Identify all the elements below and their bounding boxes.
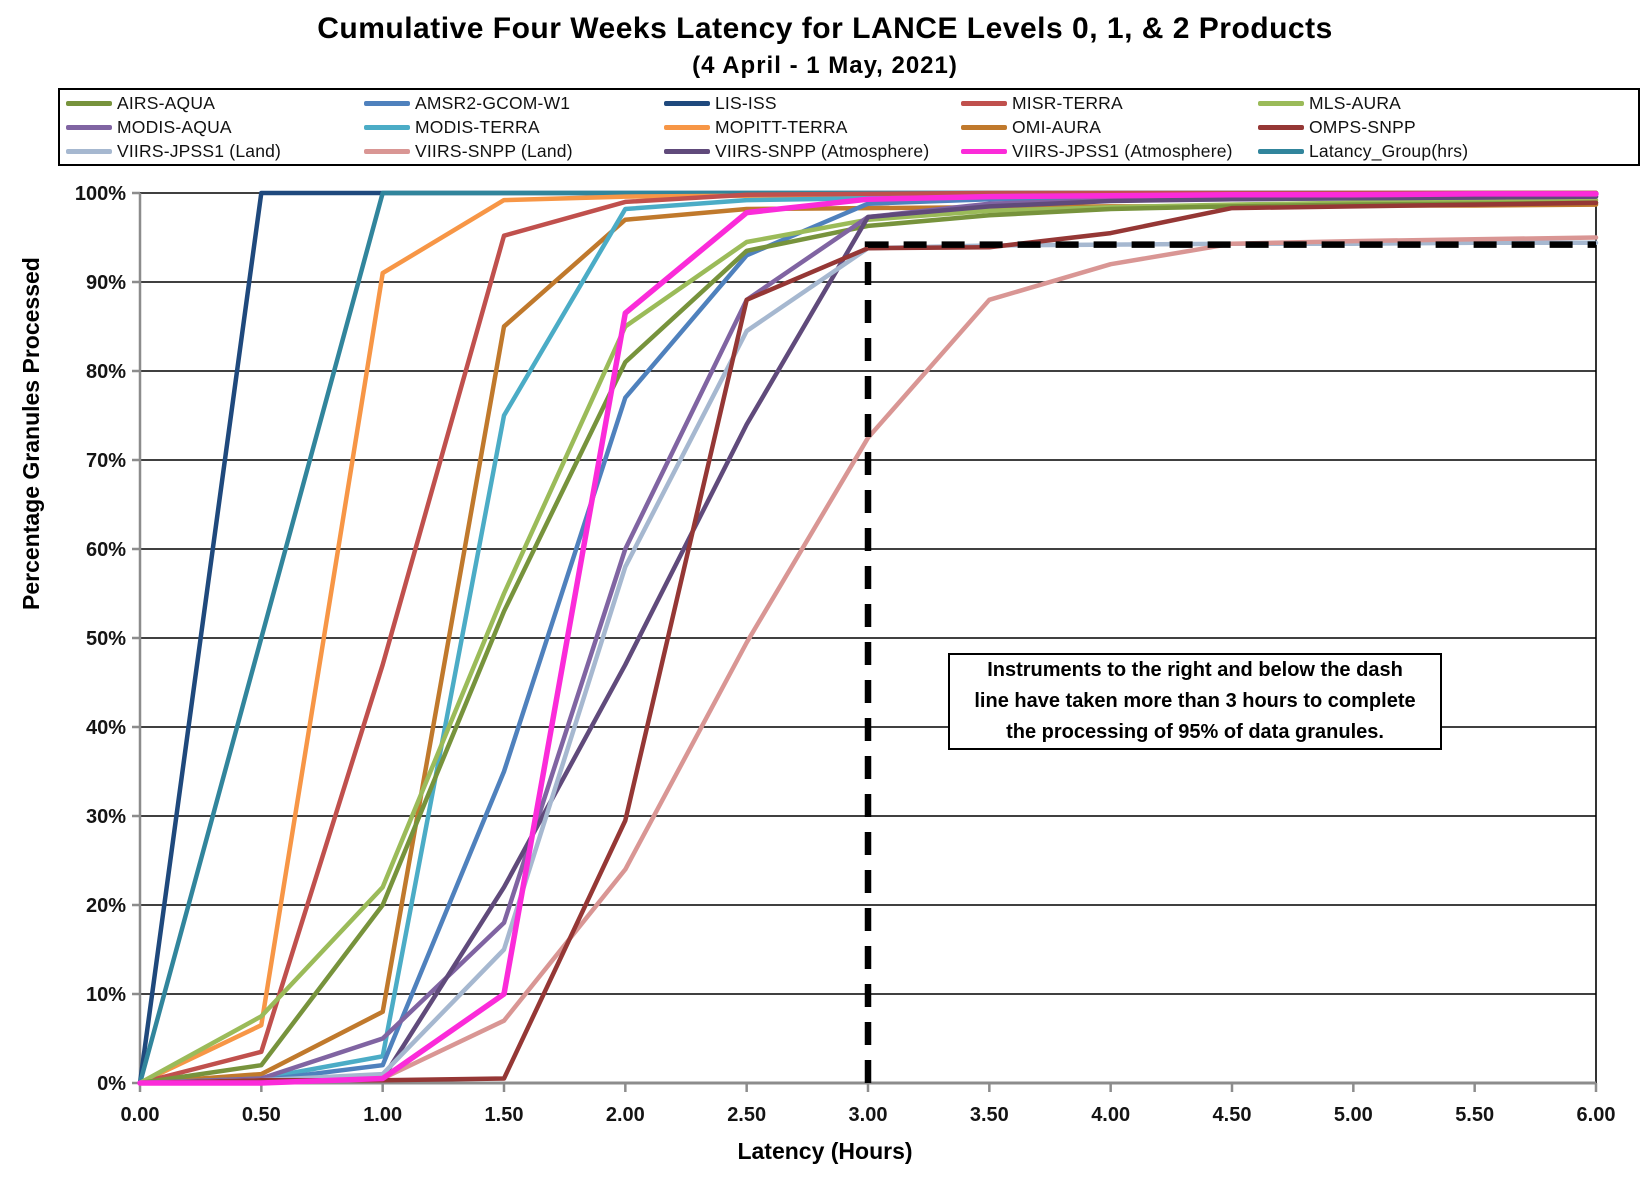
legend-swatch-icon (364, 100, 410, 106)
y-tick-label: 10% (86, 984, 126, 1006)
legend-label: VIIRS-JPSS1 (Atmosphere) (1012, 140, 1233, 161)
legend-item: MOPITT-TERRA (664, 117, 961, 138)
legend-item: AMSR2-GCOM-W1 (364, 93, 664, 114)
legend-label: VIIRS-SNPP (Land) (415, 140, 573, 161)
legend-label: MLS-AURA (1309, 92, 1402, 113)
legend-item: Latancy_Group(hrs) (1258, 141, 1638, 162)
y-tick-label: 60% (86, 539, 126, 561)
annotation-line-3: the processing of 95% of data granules. (1006, 721, 1384, 743)
x-tick-label: 4.50 (1213, 1104, 1252, 1126)
legend-item: VIIRS-SNPP (Atmosphere) (664, 141, 961, 162)
legend-swatch-icon (66, 124, 112, 130)
legend-item: OMI-AURA (961, 117, 1258, 138)
legend-swatch-icon (66, 100, 112, 106)
legend-swatch-icon (364, 148, 410, 154)
legend-label: VIIRS-JPSS1 (Land) (117, 140, 282, 161)
x-tick-label: 1.50 (485, 1104, 524, 1126)
legend-item: MLS-AURA (1258, 93, 1638, 114)
y-tick-label: 50% (86, 628, 126, 650)
y-tick-label: 20% (86, 895, 126, 917)
x-tick-label: 0.50 (242, 1104, 281, 1126)
x-tick-label: 2.50 (727, 1104, 766, 1126)
x-tick-label: 5.50 (1455, 1104, 1494, 1126)
legend-item: VIIRS-SNPP (Land) (364, 141, 664, 162)
x-tick-label: 6.00 (1577, 1104, 1616, 1126)
legend-label: LIS-ISS (715, 92, 777, 113)
x-tick-label: 3.00 (849, 1104, 888, 1126)
legend-swatch-icon (1258, 124, 1304, 130)
legend-label: AMSR2-GCOM-W1 (415, 92, 571, 113)
y-tick-label: 40% (86, 717, 126, 739)
annotation-line-1: Instruments to the right and below the d… (987, 659, 1403, 681)
x-tick-label: 0.00 (121, 1104, 160, 1126)
legend-label: MISR-TERRA (1012, 92, 1123, 113)
legend-swatch-icon (664, 100, 710, 106)
y-tick-label: 90% (86, 272, 126, 294)
y-tick-label: 30% (86, 806, 126, 828)
legend-swatch-icon (664, 124, 710, 130)
series-line (137, 191, 1599, 1086)
x-tick-label: 5.00 (1334, 1104, 1373, 1126)
legend-label: OMI-AURA (1012, 116, 1102, 137)
legend-item: MODIS-AQUA (66, 117, 364, 138)
legend-label: MODIS-AQUA (117, 116, 232, 137)
x-tick-label: 4.00 (1091, 1104, 1130, 1126)
threshold-dashed-line (864, 241, 1596, 1083)
legend-swatch-icon (961, 148, 1007, 154)
legend-item: VIIRS-JPSS1 (Land) (66, 141, 364, 162)
legend-item: VIIRS-JPSS1 (Atmosphere) (961, 141, 1258, 162)
chart-title: Cumulative Four Weeks Latency for LANCE … (317, 12, 1333, 45)
legend-item: AIRS-AQUA (66, 93, 364, 114)
y-tick-label: 80% (86, 361, 126, 383)
x-tick-label: 1.00 (363, 1104, 402, 1126)
legend-swatch-icon (364, 124, 410, 130)
y-tick-label: 0% (97, 1073, 126, 1095)
legend-swatch-icon (1258, 148, 1304, 154)
legend-label: AIRS-AQUA (117, 92, 216, 113)
y-tick-label: 100% (75, 183, 126, 205)
annotation-box: Instruments to the right and below the d… (948, 653, 1442, 750)
legend-item: OMPS-SNPP (1258, 117, 1638, 138)
legend-label: VIIRS-SNPP (Atmosphere) (715, 140, 930, 161)
y-tick-label: 70% (86, 450, 126, 472)
annotation-line-2: line have taken more than 3 hours to com… (974, 690, 1416, 712)
x-tick-label: 3.50 (970, 1104, 1009, 1126)
legend-box: AIRS-AQUA AMSR2-GCOM-W1 LIS-ISS MISR-TERRA M… (58, 88, 1640, 166)
legend-swatch-icon (961, 100, 1007, 106)
legend-swatch-icon (961, 124, 1007, 130)
x-axis-title: Latency (Hours) (737, 1138, 913, 1164)
legend-item: LIS-ISS (664, 93, 961, 114)
legend-swatch-icon (66, 148, 112, 154)
legend-swatch-icon (1258, 100, 1304, 106)
legend-label: MOPITT-TERRA (715, 116, 848, 137)
legend-label: OMPS-SNPP (1309, 116, 1416, 137)
legend-item: MODIS-TERRA (364, 117, 664, 138)
x-tick-label: 2.00 (606, 1104, 645, 1126)
legend-item: MISR-TERRA (961, 93, 1258, 114)
legend-label: MODIS-TERRA (415, 116, 540, 137)
legend-swatch-icon (664, 148, 710, 154)
legend-label: Latancy_Group(hrs) (1309, 140, 1469, 161)
chart-subtitle: (4 April - 1 May, 2021) (692, 52, 958, 79)
